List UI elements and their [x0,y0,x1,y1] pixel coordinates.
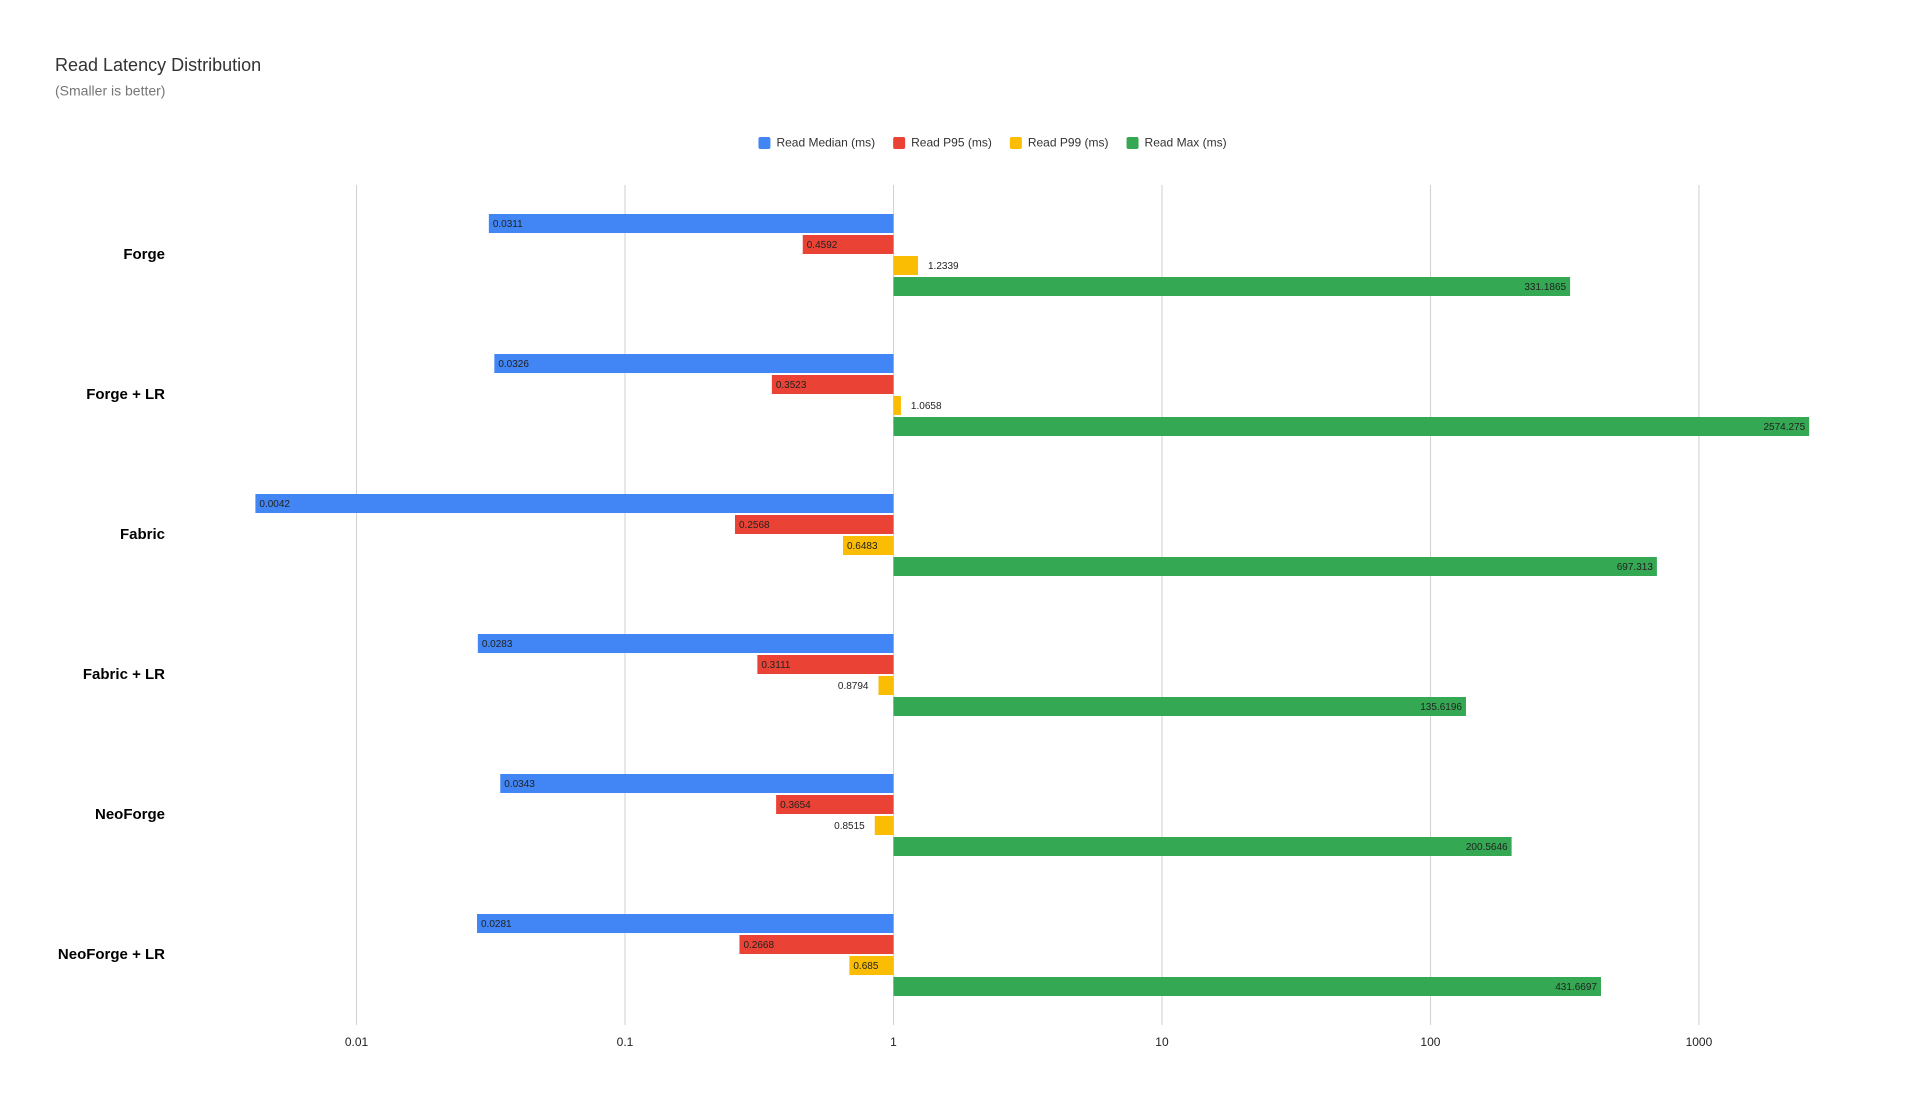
chart-subtitle: (Smaller is better) [55,83,165,99]
value-label: 697.313 [1617,562,1654,573]
value-label: 0.0281 [481,919,512,930]
value-label: 0.0343 [504,779,535,790]
value-label: 0.0326 [498,359,529,370]
x-tick-label: 1000 [1686,1035,1713,1049]
value-label: 135.6196 [1420,702,1462,713]
legend-item: Read P99 (ms) [1009,136,1109,150]
value-label: 0.2568 [739,520,770,531]
value-label: 0.3654 [780,800,811,811]
legend: Read Median (ms) Read P95 (ms) Read P99 (m… [758,136,1227,150]
legend-swatch [1009,137,1022,149]
bar [893,396,901,415]
legend-swatch [893,137,906,149]
bars: Forge 0.0311 0.4592 1.2339 331.1865 Forge + L… [58,214,1810,996]
chart-title: Read Latency Distribution [55,55,261,75]
x-tick-label: 0.01 [345,1035,369,1049]
x-tick-label: 100 [1420,1035,1440,1049]
bar [500,774,894,793]
bar [734,515,894,534]
bar [494,354,894,373]
legend-item: Read Max (ms) [1126,136,1227,150]
legend-label: Read Median (ms) [776,136,875,150]
value-label: 331.1865 [1524,282,1566,293]
bar [739,935,894,954]
category-label: NeoForge [95,806,165,823]
value-label: 431.6697 [1555,982,1597,993]
bar [776,795,894,814]
x-tick-label: 0.1 [617,1035,634,1049]
bar [477,634,894,653]
bar [893,697,1466,716]
value-label: 0.2668 [743,940,774,951]
bar [893,837,1512,856]
category-label: Forge [123,246,165,263]
value-label: 0.8515 [834,821,865,832]
value-label: 1.0658 [911,401,942,412]
x-tick-label: 1 [890,1035,897,1049]
bar [893,277,1571,296]
bar [893,977,1601,996]
x-tick-label: 10 [1155,1035,1169,1049]
legend-label: Read P95 (ms) [911,136,992,150]
value-label: 0.6483 [847,541,878,552]
value-label: 0.3523 [776,380,807,391]
legend-label: Read P99 (ms) [1028,136,1109,150]
legend-item: Read Median (ms) [758,136,875,150]
legend-swatch [1126,137,1139,149]
legend-label: Read Max (ms) [1145,136,1227,150]
legend-item: Read P95 (ms) [893,136,992,150]
value-label: 0.685 [853,961,878,972]
value-label: 0.4592 [807,240,838,251]
bar [849,956,894,975]
bar [771,375,894,394]
bar [802,235,894,254]
bar [842,536,894,555]
bar [893,417,1810,436]
category-label: Fabric + LR [83,666,165,683]
category-label: NeoForge + LR [58,946,165,963]
grid: 0.01 0.1 1 10 100 1000 [345,185,1713,1049]
category-label: Fabric [120,526,165,543]
value-label: 0.0042 [259,499,290,510]
legend-swatch [758,137,771,149]
bar [477,914,894,933]
value-label: 0.8794 [838,681,869,692]
value-label: 0.0283 [482,639,513,650]
bar [874,816,894,835]
bar [878,676,894,695]
value-label: 200.5646 [1466,842,1508,853]
category-label: Forge + LR [86,386,165,403]
value-label: 2574.275 [1763,422,1805,433]
value-label: 1.2339 [928,261,959,272]
value-label: 0.3111 [761,660,791,671]
bar [757,655,894,674]
value-label: 0.0311 [493,219,523,230]
bar [488,214,894,233]
bar [255,494,894,513]
bar [893,256,919,275]
bar [893,557,1657,576]
